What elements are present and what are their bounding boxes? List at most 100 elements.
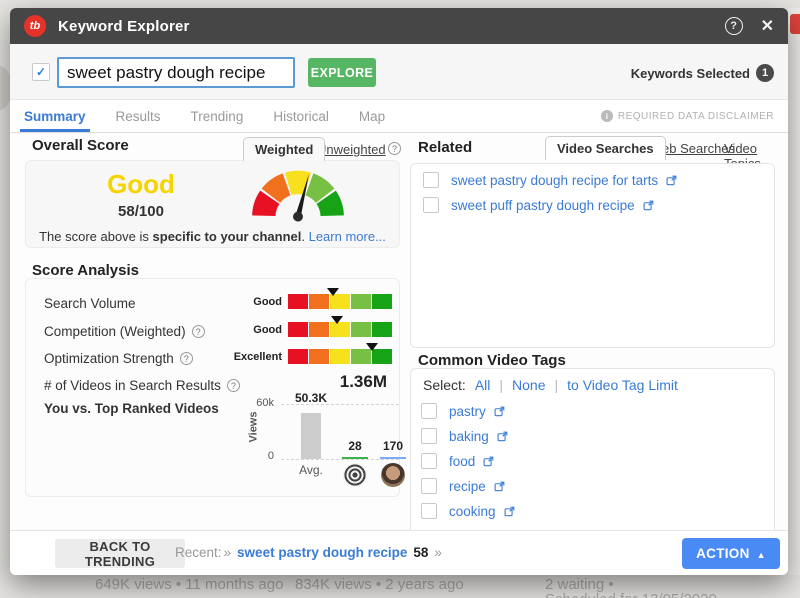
meter-marker-icon <box>330 316 343 324</box>
recent-next-arrow[interactable]: » <box>434 545 442 560</box>
explore-button[interactable]: EXPLORE <box>308 58 376 87</box>
separator: | <box>499 377 504 393</box>
external-link-icon <box>504 506 514 516</box>
help-icon[interactable]: ? <box>724 17 743 35</box>
metric-rating: Good <box>253 296 282 308</box>
related-item-checkbox[interactable] <box>423 197 439 213</box>
overall-score-value: 58/100 <box>118 203 164 220</box>
meter-marker-icon <box>366 343 379 351</box>
chart-y-axis-label: Views <box>247 411 260 443</box>
metric-label: Optimization Strength ? <box>44 351 193 366</box>
score-note-prefix: The score above is <box>39 229 153 244</box>
common-tags-panel: Select: All | None | to Video Tag Limit … <box>410 368 775 530</box>
tab-trending[interactable]: Trending <box>190 108 244 124</box>
related-panel: sweet pastry dough recipe for tarts swee… <box>410 163 775 348</box>
external-link-icon <box>643 200 653 210</box>
channel-avatar <box>381 463 405 487</box>
tab-results[interactable]: Results <box>115 108 161 124</box>
close-icon[interactable]: ✕ <box>760 18 774 35</box>
overall-score-rating: Good <box>107 169 175 199</box>
related-heading: Related <box>418 139 473 156</box>
overall-score-help-icon[interactable]: ? <box>388 142 401 155</box>
score-note-bold: specific to your channel <box>152 229 302 244</box>
score-analysis-heading: Score Analysis <box>32 262 139 279</box>
you-views-value: 28 <box>348 439 362 453</box>
back-to-trending-button[interactable]: BACK TO TRENDING <box>55 539 185 569</box>
background-video-meta: 649K views • 11 months ago <box>95 576 284 593</box>
select-to-limit-link[interactable]: to Video Tag Limit <box>567 377 678 393</box>
tag-checkbox[interactable] <box>421 478 437 494</box>
external-link-icon <box>494 481 505 491</box>
keyword-explorer-modal: tb Keyword Explorer ? ✕ ✓ EXPLORE Keywor… <box>10 8 788 575</box>
score-note: The score above is specific to your chan… <box>26 229 399 244</box>
related-item-link[interactable]: sweet puff pastry dough recipe <box>451 197 635 213</box>
tag-checkbox[interactable] <box>421 428 437 444</box>
related-item-checkbox[interactable] <box>423 172 439 188</box>
metric-label: # of Videos in Search Results ? <box>44 378 240 393</box>
chart-gridline <box>281 404 399 405</box>
score-meter <box>288 288 392 309</box>
select-all-link[interactable]: All <box>474 377 491 393</box>
tab-video-searches[interactable]: Video Searches <box>545 136 666 160</box>
metric-rating: Good <box>253 324 282 336</box>
optimization-help-icon[interactable]: ? <box>179 352 193 365</box>
recent-keyword-link[interactable]: sweet pastry dough recipe <box>237 545 408 560</box>
keywords-selected-label: Keywords Selected <box>630 65 750 81</box>
tab-summary[interactable]: Summary <box>20 100 90 132</box>
recent-arrow: » <box>223 545 232 560</box>
metric-rating: Excellent <box>233 351 282 363</box>
tag-link[interactable]: cooking <box>449 503 496 519</box>
modal-footer: BACK TO TRENDING Recent:» sweet pastry d… <box>10 530 788 575</box>
keywords-selected-badge: 1 <box>756 64 774 82</box>
top-views-value: 170 <box>382 439 404 453</box>
videos-help-icon[interactable]: ? <box>226 379 240 392</box>
you-series-underline <box>342 457 368 459</box>
tag-link[interactable]: pastry <box>449 403 486 419</box>
keyword-checkbox[interactable]: ✓ <box>32 63 50 81</box>
background-page-strip <box>788 8 800 575</box>
you-vs-top-label: You vs. Top Ranked Videos <box>44 401 219 416</box>
external-link-icon <box>497 431 508 441</box>
tag-checkbox[interactable] <box>421 453 437 469</box>
info-icon: i <box>600 110 613 122</box>
common-tags-heading: Common Video Tags <box>418 352 566 369</box>
action-button[interactable]: ACTION ▲ <box>682 538 780 569</box>
unweighted-tab[interactable]: Unweighted <box>317 142 386 157</box>
avg-views-value: 50.3K <box>294 391 328 405</box>
modal-header: tb Keyword Explorer ? ✕ <box>10 8 788 44</box>
meter-marker-icon <box>326 288 339 296</box>
tag-checkbox[interactable] <box>421 403 437 419</box>
score-analysis-panel: Search Volume Good Competition (Weighted… <box>25 278 406 497</box>
tag-link[interactable]: food <box>449 453 476 469</box>
tab-map[interactable]: Map <box>358 108 386 124</box>
chart-tick-zero: 0 <box>267 450 274 462</box>
tag-link[interactable]: baking <box>449 428 489 444</box>
tab-historical[interactable]: Historical <box>273 108 329 124</box>
videos-in-search-value: 1.36M <box>339 372 387 391</box>
weighted-tab[interactable]: Weighted <box>243 137 326 161</box>
learn-more-link[interactable]: Learn more... <box>308 229 386 244</box>
action-button-label: ACTION <box>696 546 750 561</box>
tab-web-searches[interactable]: Web Searches <box>650 141 736 156</box>
keyword-search-input[interactable] <box>57 57 295 88</box>
score-gauge <box>252 170 344 222</box>
chart-gridline <box>281 459 399 460</box>
score-note-suffix: . <box>301 229 309 244</box>
background-logo-fragment <box>790 14 800 34</box>
modal-body: Overall Score Weighted Unweighted ? Good… <box>10 133 788 530</box>
select-label: Select: <box>423 377 466 393</box>
related-item-link[interactable]: sweet pastry dough recipe for tarts <box>451 172 659 188</box>
score-meter <box>288 343 392 364</box>
external-link-icon <box>483 456 494 466</box>
search-row: ✓ EXPLORE Keywords Selected 1 <box>10 44 788 100</box>
competition-help-icon[interactable]: ? <box>191 325 205 338</box>
data-disclaimer-link[interactable]: REQUIRED DATA DISCLAIMER <box>617 110 774 122</box>
tubebuddy-logo-icon: tb <box>24 15 46 37</box>
bullseye-icon <box>343 463 367 487</box>
separator: | <box>554 377 559 393</box>
tag-checkbox[interactable] <box>421 503 437 519</box>
background-video-meta: 834K views • 2 years ago <box>295 576 464 593</box>
gauge-needle <box>293 173 309 222</box>
select-none-link[interactable]: None <box>512 377 546 393</box>
tag-link[interactable]: recipe <box>449 478 486 494</box>
